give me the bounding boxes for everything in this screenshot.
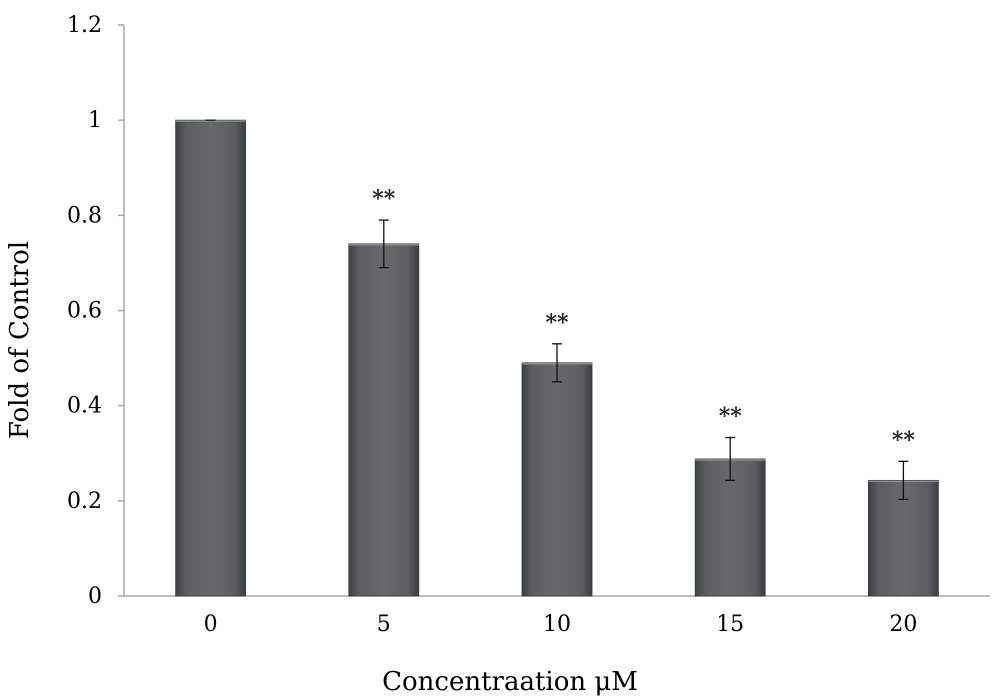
x-tick-label: 15	[716, 612, 744, 637]
x-axis-title: Concentraation μM	[382, 667, 638, 697]
y-axis-title: Fold of Control	[5, 241, 35, 439]
x-tick-label: 20	[889, 612, 917, 637]
significance-label: **	[545, 310, 569, 336]
error-bars	[205, 119, 909, 501]
y-axis-ticks: 0 0.2 0.4 0.6 0.8 1 1.2	[67, 13, 124, 609]
bar	[175, 119, 247, 597]
x-axis-ticks: 0 5 10 15 20	[204, 612, 918, 637]
significance-label: **	[372, 186, 396, 212]
x-tick-label: 5	[377, 612, 391, 637]
y-tick-label: 1	[88, 108, 102, 133]
y-tick-label: 0	[88, 584, 102, 609]
x-tick-label: 10	[543, 612, 571, 637]
bar	[521, 362, 593, 597]
y-tick-label: 0.2	[67, 489, 102, 514]
y-tick-label: 0.6	[67, 299, 102, 324]
significance-label: **	[719, 404, 743, 430]
y-tick-label: 0.8	[67, 203, 102, 228]
bar	[348, 243, 420, 597]
y-tick-label: 1.2	[67, 13, 102, 38]
significance-labels: ** ** ** **	[372, 186, 915, 453]
significance-label: **	[892, 427, 916, 453]
x-tick-label: 0	[204, 612, 218, 637]
y-tick-label: 0.4	[67, 394, 102, 419]
bars	[175, 119, 939, 597]
